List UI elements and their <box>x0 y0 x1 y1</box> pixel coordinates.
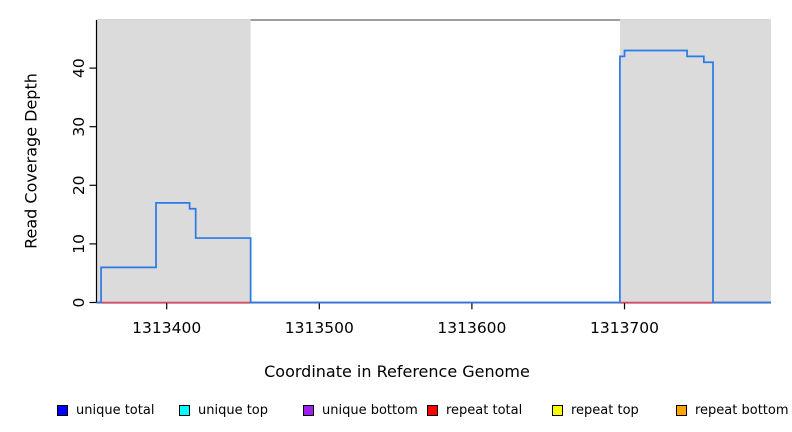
legend-swatch-icon <box>303 405 314 416</box>
y-tick-label: 30 <box>70 117 88 137</box>
legend-label: unique total <box>76 403 155 418</box>
legend-label: unique top <box>198 403 269 418</box>
repeat-region-left <box>96 19 251 304</box>
y-tick-label: 0 <box>70 298 88 308</box>
legend-swatch-icon <box>427 405 438 416</box>
repeat-region-right <box>619 19 771 304</box>
legend-swatch-icon <box>676 405 687 416</box>
legend-swatch-icon <box>57 405 68 416</box>
legend-label: repeat bottom <box>695 403 789 418</box>
legend-item-unique-top: unique top <box>179 403 268 418</box>
legend-item-repeat-top: repeat top <box>552 403 639 418</box>
legend-item-repeat-total: repeat total <box>427 403 522 418</box>
x-tick-label: 1313600 <box>437 319 506 337</box>
legend-item-unique-bottom: unique bottom <box>303 403 418 418</box>
y-tick-label: 40 <box>70 58 88 78</box>
x-tick-label: 1313400 <box>132 319 201 337</box>
legend-label: repeat total <box>446 403 523 418</box>
series-unique-total-coverage <box>96 49 771 304</box>
legend-label: unique bottom <box>322 403 418 418</box>
x-tick-label: 1313700 <box>590 319 659 337</box>
y-axis-label: Read Coverage Depth <box>21 73 41 249</box>
legend-label: repeat top <box>571 403 639 418</box>
legend-item-unique-total: unique total <box>57 403 154 418</box>
legend-swatch-icon <box>179 405 190 416</box>
y-tick-label: 20 <box>70 175 88 195</box>
legend-item-repeat-bottom: repeat bottom <box>676 403 789 418</box>
x-tick-label: 1313500 <box>285 319 354 337</box>
y-tick-label: 10 <box>70 234 88 254</box>
legend-swatch-icon <box>552 405 563 416</box>
x-axis-label: Coordinate in Reference Genome <box>264 362 530 381</box>
